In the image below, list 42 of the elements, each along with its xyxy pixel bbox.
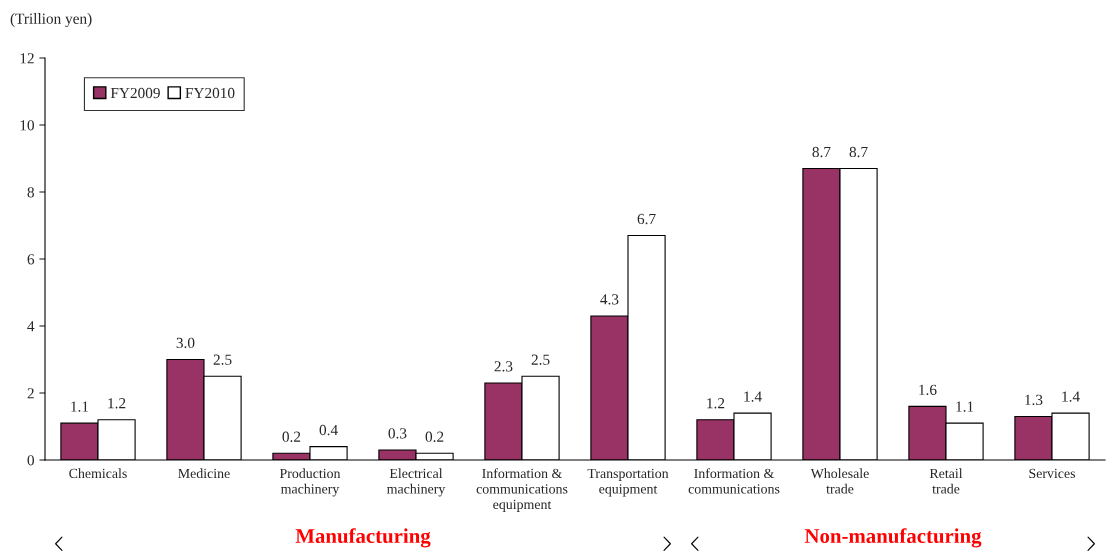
data-label: 4.3 [600,294,619,305]
data-label: 2.5 [213,354,232,365]
legend-label: FY2009 [110,87,160,99]
data-label: 0.2 [282,431,301,442]
x-tick-label: Wholesale trade [810,468,869,494]
data-label: 1.3 [1025,394,1043,406]
x-tick-label: Electrical machinery [386,468,446,497]
x-tick-label: Production machinery [279,468,341,497]
data-label: 1.6 [919,384,937,396]
x-tick-label: Medicine [178,468,230,479]
data-label: 8.7 [812,146,831,158]
x-tick-label: Information & communications [688,468,780,494]
x-tick-label: Transportation equipment [587,468,669,497]
data-label: 0.3 [388,428,407,439]
x-tick-label: Retail trade [929,468,963,494]
data-label: 1.2 [707,398,725,409]
data-label: 8.7 [849,146,868,158]
x-tick-label: Services [1029,468,1076,479]
data-label: 6.7 [637,213,656,225]
x-tick-label: Information & communications equipment [476,468,568,512]
data-label: 2.3 [494,361,513,372]
data-label: 2.5 [531,354,550,365]
y-tick-label: 0 [27,455,34,466]
y-tick-label: 10 [20,120,34,131]
data-label: 1.4 [1062,391,1080,402]
data-label: 1.2 [108,398,126,409]
text: Non-manufacturing [804,528,982,548]
y-tick-label: 4 [27,321,35,332]
x-tick-label: Chemicals [69,468,127,479]
y-axis-title: (Trillion yen) [10,13,92,27]
data-label: 0.2 [425,431,444,442]
y-tick-label: 12 [20,53,34,64]
y-tick-label: 2 [27,388,34,399]
data-label: 1.1 [956,401,974,412]
text: Manufacturing [295,528,431,548]
legend-label: FY2010 [185,87,235,99]
data-label: 1.4 [744,391,762,402]
data-label: 0.4 [319,424,338,436]
y-tick-label: 8 [27,187,34,198]
data-label: 3.0 [176,337,195,349]
y-tick-label: 6 [27,254,35,265]
data-label: 1.1 [71,401,89,412]
